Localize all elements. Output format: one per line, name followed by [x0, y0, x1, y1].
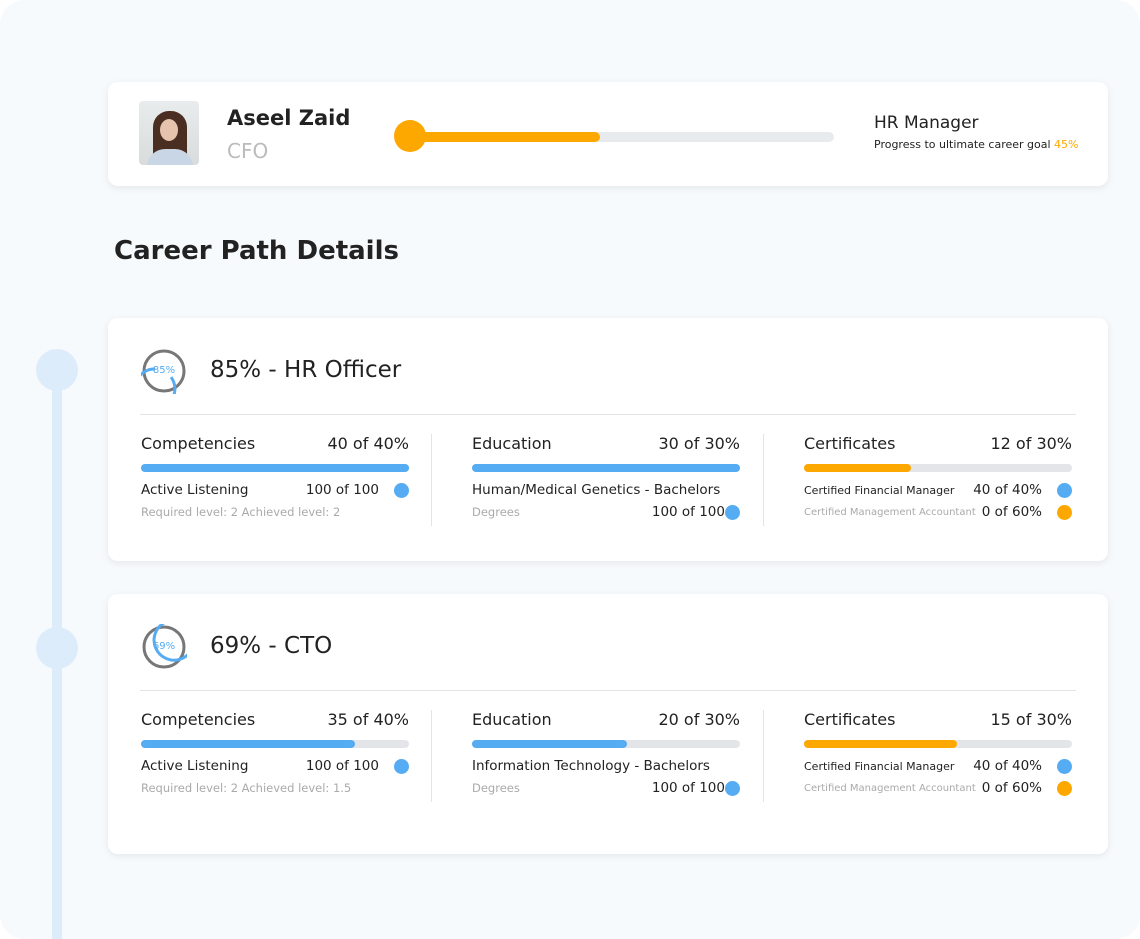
competency-name: Active Listening	[141, 758, 249, 774]
goal-progress-text: Progress to ultimate career goal 45%	[874, 138, 1079, 151]
section-label: Education	[472, 710, 552, 729]
certificate-name: Certified Financial Manager	[804, 759, 955, 773]
competencies-bar	[141, 740, 409, 748]
competencies-section: Competencies 40 of 40% Active Listening 10…	[141, 434, 409, 519]
divider	[431, 710, 432, 802]
certificate-score: 40 of 40%	[973, 482, 1042, 498]
competency-name: Active Listening	[141, 482, 249, 498]
education-bar	[472, 740, 740, 748]
divider	[763, 434, 764, 526]
certificates-bar	[804, 740, 1072, 748]
progress-ring	[142, 624, 187, 669]
career-goal: HR Manager	[874, 113, 979, 133]
section-label: Education	[472, 434, 552, 453]
education-section: Education 20 of 30% Information Technolog…	[472, 710, 740, 796]
competency-levels: Required level: 2 Achieved level: 1.5	[141, 781, 352, 795]
certificate-name: Certified Management Accountant	[804, 782, 976, 794]
status-dot-icon	[1057, 758, 1072, 774]
career-path-card: 85% 85% - HR Officer Competencies 40 of 4…	[108, 318, 1108, 561]
competencies-section: Competencies 35 of 40% Active Listening 10…	[141, 710, 409, 795]
section-value: 20 of 30%	[658, 710, 740, 729]
education-name: Information Technology - Bachelors	[472, 758, 710, 774]
status-dot-icon	[1057, 482, 1072, 498]
divider	[140, 414, 1076, 415]
competencies-bar	[141, 464, 409, 472]
section-value: 30 of 30%	[658, 434, 740, 453]
section-value: 40 of 40%	[327, 434, 409, 453]
status-dot-icon	[1057, 780, 1072, 796]
career-path-card: 69% 69% - CTO Competencies 35 of 40% Acti…	[108, 594, 1108, 854]
certificate-score: 0 of 60%	[981, 504, 1042, 520]
section-value: 35 of 40%	[327, 710, 409, 729]
education-type: Degrees	[472, 505, 520, 519]
status-dot-icon	[394, 758, 409, 774]
section-label: Certificates	[804, 710, 896, 729]
status-dot-icon	[1057, 504, 1072, 520]
ring-label: 85%	[152, 365, 176, 376]
education-score: 100 of 100	[651, 780, 725, 796]
education-bar	[472, 464, 740, 472]
progress-ring	[141, 349, 186, 394]
section-label: Certificates	[804, 434, 896, 453]
goal-percent: 45%	[1054, 138, 1079, 151]
timeline-node	[36, 627, 78, 669]
ring-label: 69%	[152, 641, 176, 652]
certificates-section: Certificates 15 of 30% Certified Financia…	[804, 710, 1072, 796]
section-value: 12 of 30%	[990, 434, 1072, 453]
career-path-title: 69% - CTO	[210, 633, 333, 659]
section-label: Competencies	[141, 710, 256, 729]
competency-levels: Required level: 2 Achieved level: 2	[141, 505, 341, 519]
education-name: Human/Medical Genetics - Bachelors	[472, 482, 721, 498]
education-type: Degrees	[472, 781, 520, 795]
divider	[763, 710, 764, 802]
profile-header: Aseel Zaid CFO HR Manager Progress to ul…	[108, 82, 1108, 186]
goal-progress-bar	[408, 132, 834, 142]
section-label: Competencies	[141, 434, 256, 453]
goal-progress-knob	[394, 120, 426, 152]
career-path-title: 85% - HR Officer	[210, 357, 402, 383]
section-value: 15 of 30%	[990, 710, 1072, 729]
timeline-node	[36, 349, 78, 391]
certificates-bar	[804, 464, 1072, 472]
certificate-name: Certified Management Accountant	[804, 506, 976, 518]
status-dot-icon	[725, 504, 740, 520]
divider	[431, 434, 432, 526]
certificate-score: 0 of 60%	[981, 780, 1042, 796]
certificate-name: Certified Financial Manager	[804, 483, 955, 497]
certificates-section: Certificates 12 of 30% Certified Financia…	[804, 434, 1072, 520]
certificate-score: 40 of 40%	[973, 758, 1042, 774]
divider	[140, 690, 1076, 691]
page-title: Career Path Details	[114, 236, 399, 266]
competency-score: 100 of 100	[305, 482, 379, 498]
education-section: Education 30 of 30% Human/Medical Genetic…	[472, 434, 740, 520]
competency-score: 100 of 100	[305, 758, 379, 774]
education-score: 100 of 100	[651, 504, 725, 520]
status-dot-icon	[725, 780, 740, 796]
status-dot-icon	[394, 482, 409, 498]
avatar	[139, 101, 199, 165]
profile-name: Aseel Zaid	[227, 106, 351, 130]
profile-role: CFO	[227, 139, 269, 163]
